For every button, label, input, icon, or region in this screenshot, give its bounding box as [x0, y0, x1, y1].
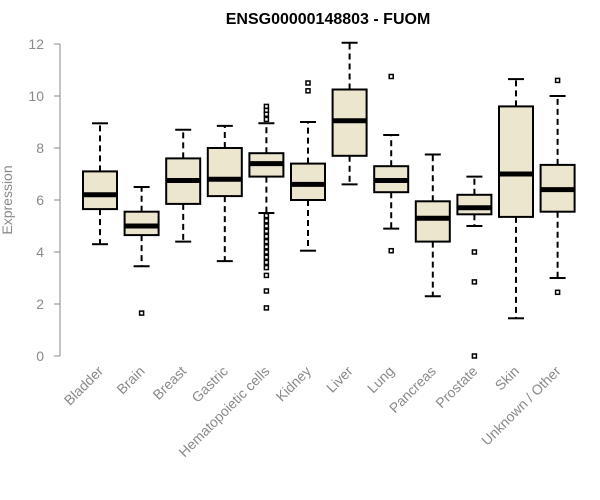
box-iqr [498, 105, 534, 218]
x-tick-label: Liver [323, 363, 356, 396]
outlier-point [263, 272, 270, 279]
y-tick-label: 10 [28, 88, 44, 104]
y-tick-label: 2 [36, 296, 44, 312]
y-axis-label: Expression [0, 165, 15, 234]
outlier-point [263, 244, 270, 250]
x-tick-label: Skin [492, 363, 523, 394]
box-liver [331, 41, 368, 186]
box-hematopoietic-cells [248, 103, 285, 311]
outlier-point [554, 289, 561, 296]
outlier-point [138, 310, 145, 316]
box-iqr [123, 210, 160, 237]
y-tick-label: 4 [36, 244, 44, 260]
outlier-point [554, 77, 561, 84]
outlier-point [263, 212, 270, 219]
outlier-point [388, 73, 394, 80]
outlier-point [263, 288, 270, 294]
box-skin [498, 78, 534, 320]
outlier-point [263, 218, 270, 224]
outlier-point [263, 259, 270, 266]
x-tick-label: Kidney [273, 363, 315, 405]
y-tick-label: 12 [28, 36, 44, 52]
chart-title: ENSG00000148803 - FUOM [226, 11, 431, 28]
box-unknown-other [539, 77, 576, 296]
x-tick-label: Breast [149, 363, 189, 403]
box-breast [165, 128, 202, 243]
x-tick-label: Lung [364, 363, 397, 396]
y-ticks: 0 2 4 6 8 10 12 [28, 36, 60, 364]
box-gastric [206, 124, 243, 263]
outlier-point [305, 80, 311, 86]
outlier-point [263, 223, 270, 229]
box-prostate [456, 175, 493, 359]
y-tick-label: 6 [36, 192, 44, 208]
box-iqr [456, 193, 493, 216]
outlier-point [263, 116, 270, 123]
x-tick-label: Bladder [61, 363, 107, 409]
box-pancreas [414, 153, 451, 298]
outlier-point [471, 353, 478, 359]
x-tick-label: Prostate [432, 363, 480, 411]
outlier-point [388, 247, 394, 254]
box-brain [123, 186, 160, 316]
outlier-point [263, 228, 270, 234]
outlier-point [263, 238, 270, 245]
outlier-point [263, 249, 270, 255]
box-iqr [206, 147, 243, 198]
outlier-point [471, 249, 478, 255]
box-iqr [82, 170, 118, 211]
box-bladder [82, 122, 118, 246]
box-lung [373, 73, 410, 254]
outlier-point [263, 264, 270, 271]
y-tick-label: 8 [36, 140, 44, 156]
x-tick-label: Brain [113, 363, 147, 397]
box-kidney [290, 80, 326, 252]
boxes-group [82, 41, 576, 359]
x-tick-label: Unknown / Other [478, 363, 564, 449]
outlier-point [263, 305, 270, 311]
y-tick-label: 0 [36, 348, 44, 364]
outlier-point [263, 233, 270, 240]
box-iqr [290, 162, 326, 202]
outlier-point [471, 279, 478, 285]
outlier-point [263, 103, 270, 110]
outlier-point [263, 254, 270, 260]
outlier-point [305, 88, 311, 94]
box-iqr [414, 200, 451, 243]
